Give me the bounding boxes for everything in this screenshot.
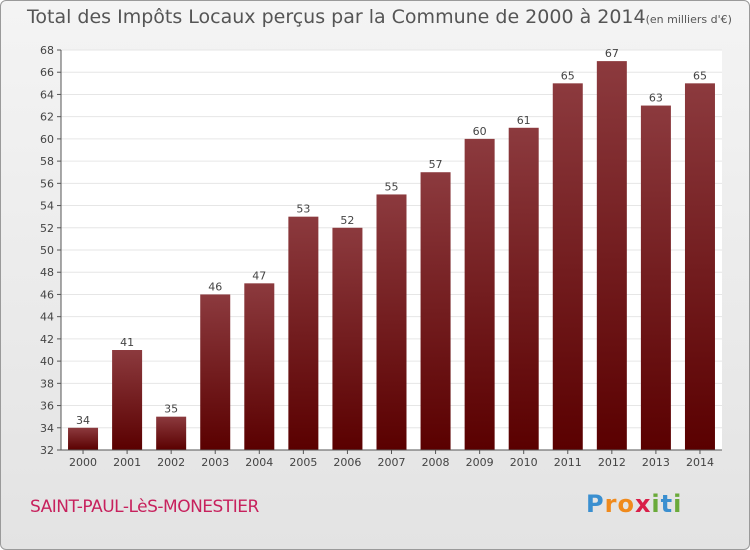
y-tick-label: 54	[40, 200, 54, 213]
chart-title: Total des Impôts Locaux perçus par la Co…	[27, 6, 732, 28]
bar	[200, 294, 231, 450]
x-tick-label: 2005	[289, 456, 317, 469]
data-label: 57	[429, 158, 443, 171]
y-tick-label: 58	[40, 155, 54, 168]
x-tick-label: 2007	[378, 456, 406, 469]
y-tick-label: 56	[40, 177, 54, 190]
y-tick-label: 38	[40, 377, 54, 390]
data-label: 35	[164, 403, 178, 416]
bar	[376, 194, 407, 450]
y-tick-label: 52	[40, 222, 54, 235]
x-tick-label: 2013	[642, 456, 670, 469]
chart-title-text: Total des Impôts Locaux perçus par la Co…	[27, 6, 646, 28]
y-tick-label: 68	[40, 44, 54, 57]
logo-letter: i	[651, 490, 661, 518]
logo-letter: x	[634, 490, 652, 518]
x-tick-label: 2006	[333, 456, 361, 469]
y-tick-label: 46	[40, 288, 54, 301]
data-label: 52	[340, 214, 354, 227]
data-label: 65	[693, 69, 707, 82]
data-label: 63	[649, 92, 663, 105]
x-tick-label: 2000	[69, 456, 97, 469]
bar	[112, 350, 143, 450]
y-tick-label: 48	[40, 266, 54, 279]
data-label: 61	[517, 114, 531, 127]
x-tick-label: 2008	[422, 456, 450, 469]
bar	[640, 105, 671, 451]
data-label: 41	[120, 336, 134, 349]
data-label: 65	[561, 69, 575, 82]
data-label: 53	[296, 203, 310, 216]
chart-title-unit: (en milliers d'€)	[645, 13, 732, 26]
logo-letter: i	[673, 490, 683, 518]
data-label: 60	[473, 125, 487, 138]
bar	[288, 216, 319, 450]
x-tick-label: 2004	[245, 456, 273, 469]
commune-name: SAINT-PAUL-LèS-MONESTIER	[30, 497, 259, 517]
data-label: 34	[76, 414, 90, 427]
proxiti-logo: Proxiti	[586, 490, 682, 518]
bar	[508, 127, 539, 451]
y-tick-label: 40	[40, 355, 54, 368]
logo-letter: P	[586, 490, 605, 518]
data-label: 55	[385, 180, 399, 193]
x-tick-label: 2001	[113, 456, 141, 469]
y-tick-label: 64	[40, 88, 54, 101]
bar	[244, 283, 275, 450]
y-tick-label: 66	[40, 66, 54, 79]
x-tick-label: 2009	[466, 456, 494, 469]
y-tick-label: 34	[40, 422, 54, 435]
y-tick-label: 50	[40, 244, 54, 257]
y-tick-label: 60	[40, 133, 54, 146]
logo-letter: t	[660, 490, 674, 518]
data-label: 47	[252, 269, 266, 282]
bar	[684, 83, 715, 450]
bar	[420, 172, 451, 450]
x-tick-label: 2003	[201, 456, 229, 469]
y-tick-label: 42	[40, 333, 54, 346]
x-tick-label: 2014	[686, 456, 714, 469]
logo-letter: r	[604, 490, 618, 518]
y-tick-label: 36	[40, 400, 54, 413]
bar	[464, 138, 495, 450]
data-label: 67	[605, 47, 619, 60]
bar	[596, 61, 627, 450]
x-tick-label: 2012	[598, 456, 626, 469]
bar	[552, 83, 583, 450]
bar	[156, 416, 187, 450]
x-tick-label: 2010	[510, 456, 538, 469]
bar	[332, 227, 363, 450]
x-tick-label: 2002	[157, 456, 185, 469]
data-label: 46	[208, 280, 222, 293]
bar	[68, 427, 99, 450]
y-tick-label: 44	[40, 311, 54, 324]
x-tick-label: 2011	[554, 456, 582, 469]
logo-letter: o	[617, 490, 635, 518]
y-tick-label: 32	[40, 444, 54, 457]
y-tick-label: 62	[40, 111, 54, 124]
